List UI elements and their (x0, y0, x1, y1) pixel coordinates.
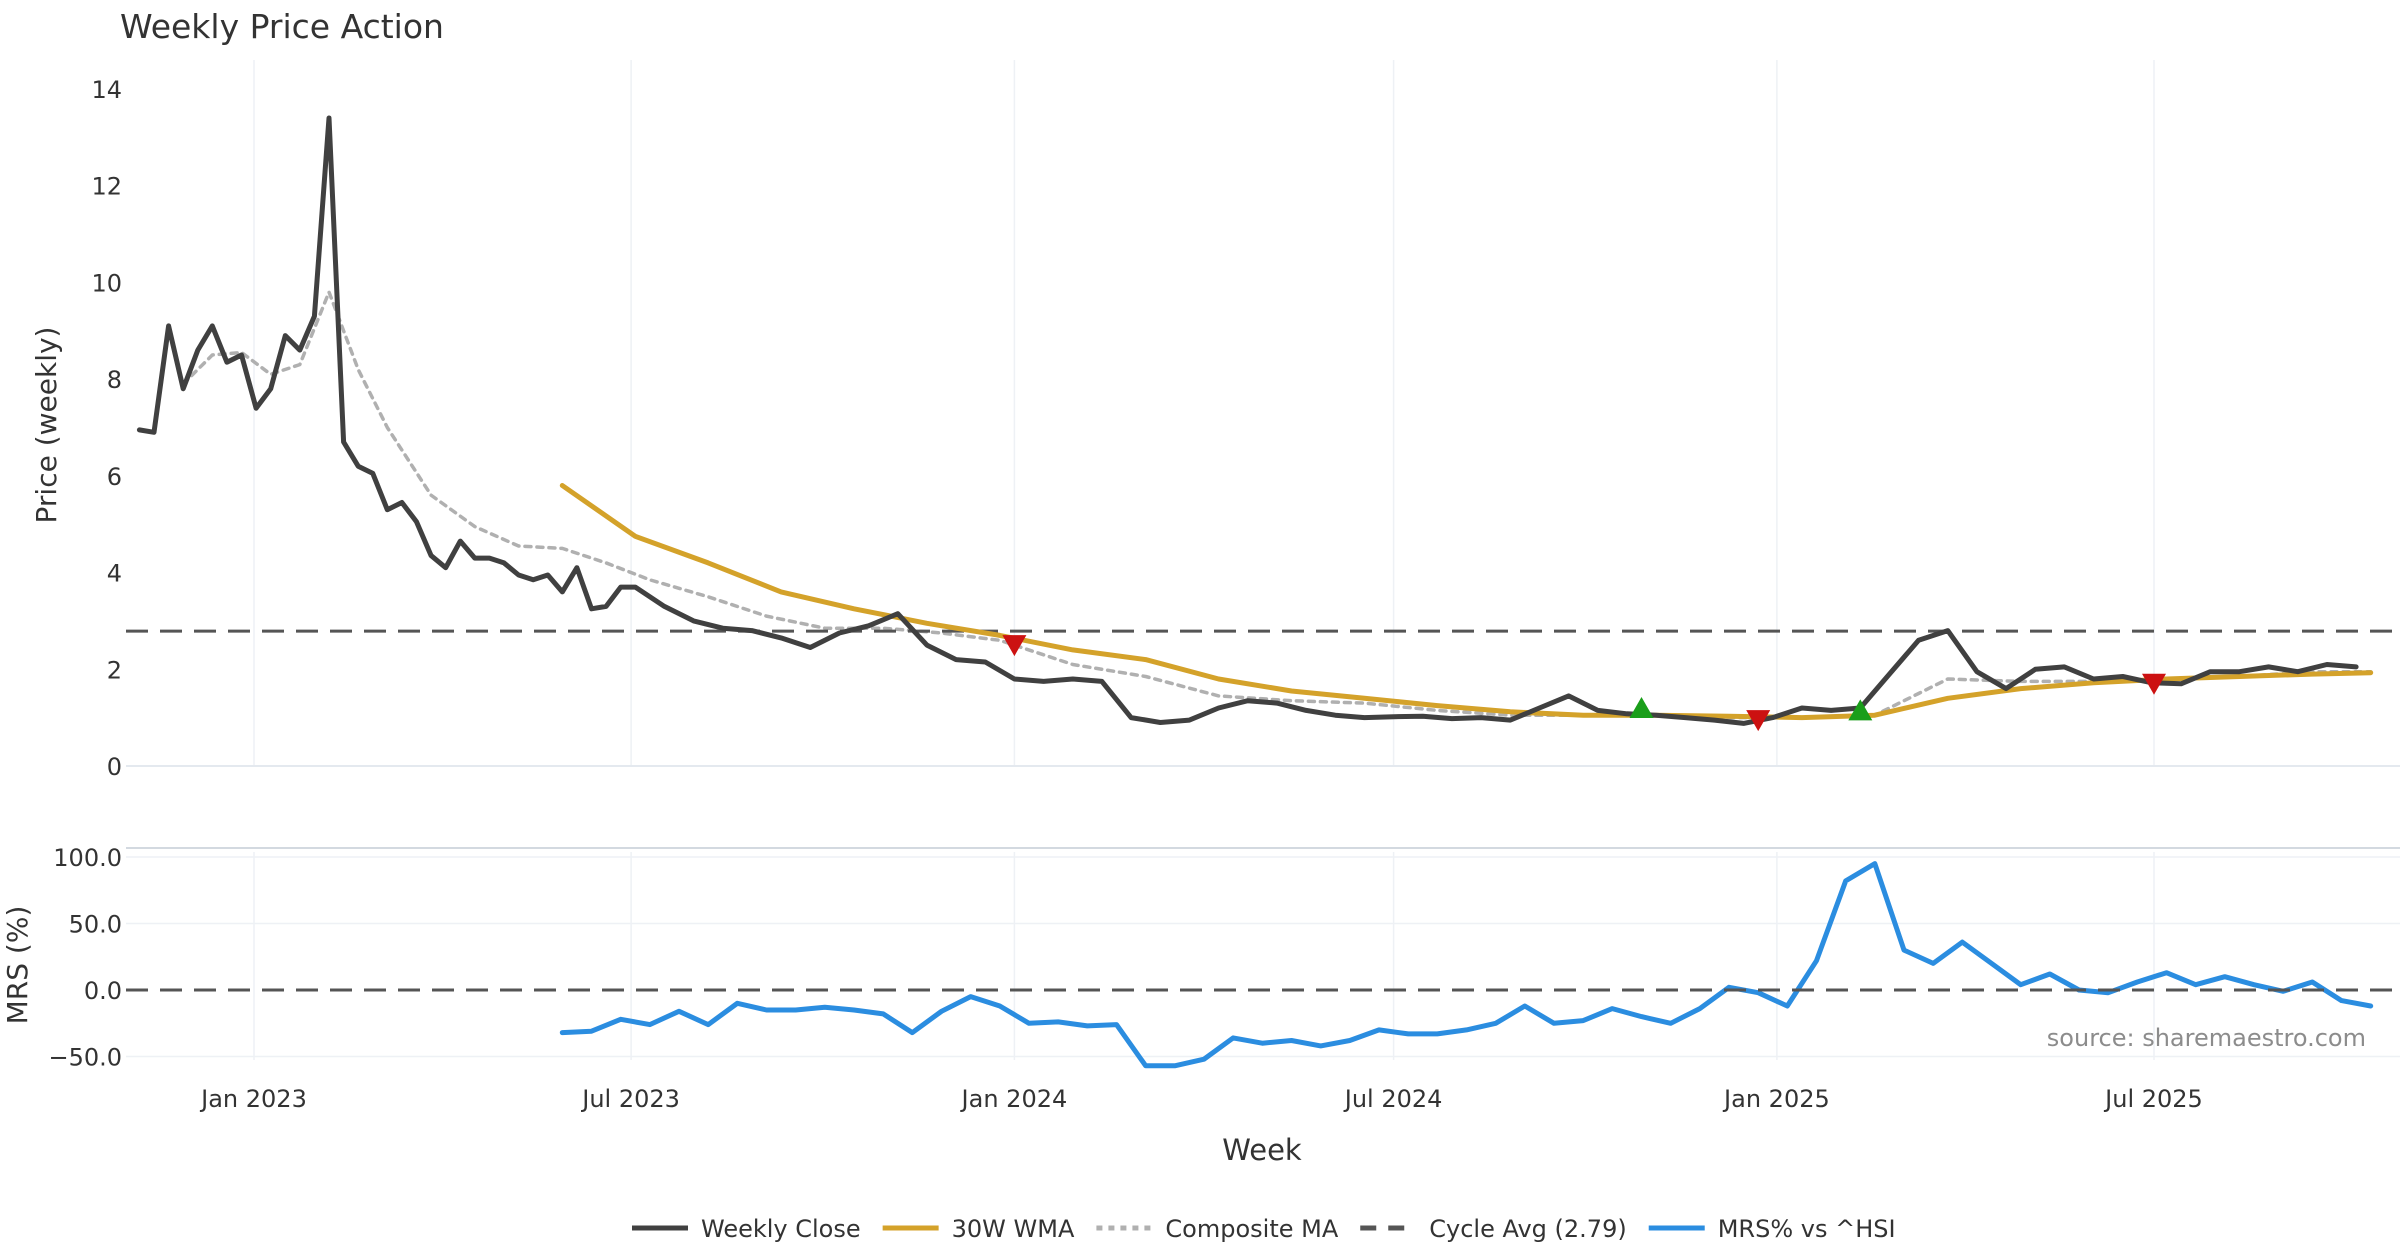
legend-label-mrs-vs-hsi: MRS% vs ^HSI (1718, 1215, 1896, 1243)
x-tick-label: Jan 2023 (199, 1085, 307, 1113)
mrs-y-tick-label: −50.0 (48, 1044, 122, 1072)
grid-layer (126, 60, 2400, 1060)
label-layer: Jan 2023 Jul 2023 Jan 2024 Jul 2024 Jan 2025… (48, 76, 2202, 1113)
price-y-tick-label: 12 (91, 173, 122, 201)
price-composite-ma-line (181, 290, 2373, 720)
price-30w-wma-line (559, 483, 2374, 721)
price-y-tick-label: 6 (107, 463, 122, 491)
series-layer (126, 115, 2400, 1069)
price-y-tick-label: 14 (91, 76, 122, 104)
sell-signal-marker (1002, 635, 1027, 657)
price-weekly-close-line (136, 115, 2359, 726)
mrs-mrs-vs-hsi-line (559, 861, 2374, 1069)
chart-title: Weekly Price Action (120, 7, 444, 46)
mrs-y-axis-title: MRS (%) (1, 906, 34, 1025)
sell-signal-marker (1746, 710, 1771, 732)
x-tick-label: Jul 2023 (580, 1085, 680, 1113)
x-axis-title: Week (1222, 1133, 1302, 1167)
price-y-tick-label: 10 (91, 269, 122, 297)
legend-label-cycle-avg-2-79: Cycle Avg (2.79) (1429, 1215, 1626, 1243)
x-tick-label: Jan 2024 (960, 1085, 1068, 1113)
buy-signal-marker (1629, 697, 1654, 718)
price-y-tick-label: 8 (107, 366, 122, 394)
x-tick-label: Jul 2024 (1343, 1085, 1443, 1113)
legend: Weekly Close 30W WMA Composite MA Cycle Avg… (632, 1215, 1896, 1243)
mrs-y-tick-label: 0.0 (84, 977, 122, 1005)
legend-label-30w-wma: 30W WMA (952, 1215, 1075, 1243)
x-tick-label: Jan 2025 (1722, 1085, 1830, 1113)
legend-label-composite-ma: Composite MA (1165, 1215, 1338, 1243)
sell-signal-marker (2142, 673, 2166, 695)
source-annotation: source: sharemaestro.com (2047, 1024, 2366, 1052)
mrs-y-tick-label: 50.0 (69, 911, 122, 939)
price-y-axis-title: Price (weekly) (30, 327, 63, 524)
price-y-tick-label: 2 (107, 656, 122, 684)
price-y-tick-label: 0 (107, 753, 122, 781)
marker-layer (1002, 635, 2166, 732)
mrs-y-tick-label: 100.0 (53, 844, 122, 872)
x-tick-label: Jul 2025 (2103, 1085, 2203, 1113)
buy-signal-marker (1848, 699, 1873, 721)
legend-label-weekly-close: Weekly Close (701, 1215, 861, 1243)
price-y-tick-label: 4 (107, 560, 122, 588)
